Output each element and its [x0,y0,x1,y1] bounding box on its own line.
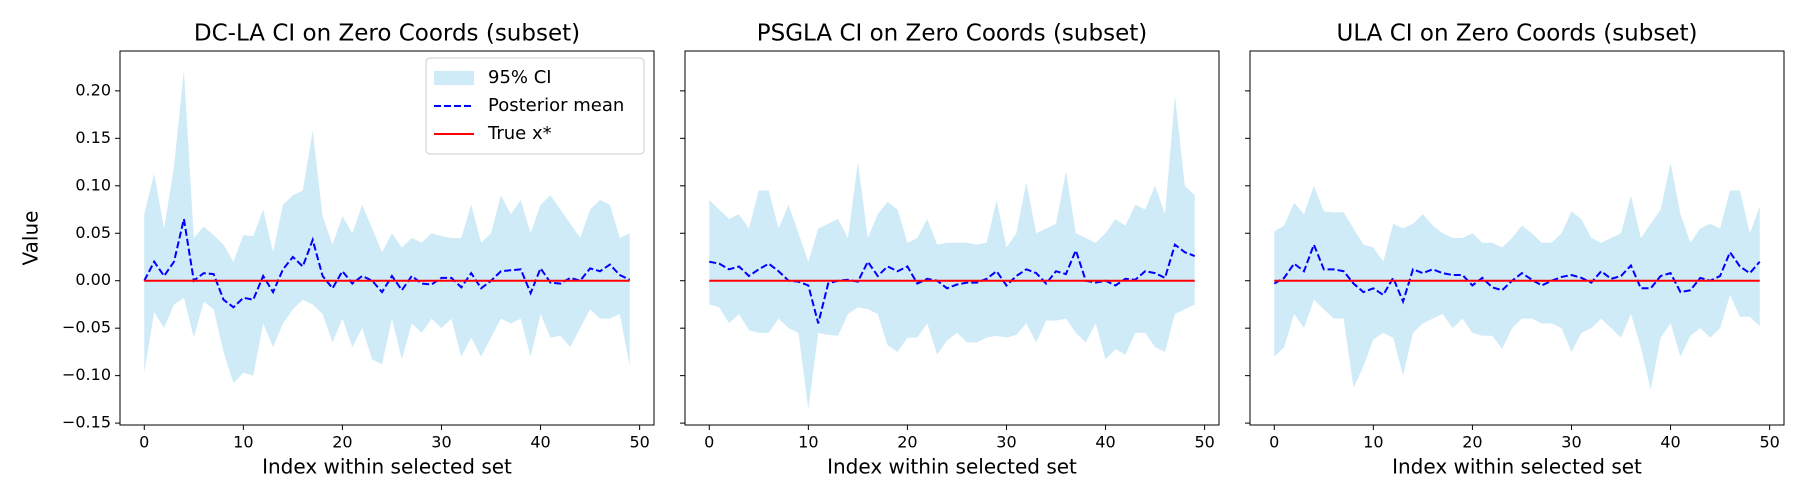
x-tick-label: 20 [897,433,917,452]
x-tick-label: 50 [1194,433,1214,452]
legend-label: Posterior mean [488,95,624,116]
axes-frame [119,50,655,426]
subplot: 0 10 20 30 40 50 −0.15 −0.10 −0.05 0.00 0.05 0.10 0.… [19,21,655,479]
legend-box [425,57,645,155]
legend-label: 95% CI [488,67,552,88]
y-tick-label: 0.05 [75,223,111,242]
ci-band [709,95,1195,409]
y-tick-label: −0.10 [62,365,111,384]
x-tick-label: 10 [798,433,818,452]
x-tick-label: 0 [139,433,149,452]
x-tick-label: 10 [1363,433,1383,452]
x-axis-label: Index within selected set [1392,455,1642,479]
x-tick-label: 40 [530,433,550,452]
legend-swatch [434,71,474,85]
x-tick-label: 50 [629,433,649,452]
y-tick-label: −0.15 [62,413,111,432]
x-tick-label: 0 [704,433,714,452]
x-tick-label: 10 [233,433,253,452]
x-tick-label: 30 [431,433,451,452]
axes-frame [1249,50,1785,426]
x-tick-label: 50 [1759,433,1779,452]
subplot: 0 10 20 30 40 50 PSGLA CI on Zero Coords (subs… [680,21,1220,479]
legend: 95% CI Posterior mean True x* [425,57,645,155]
x-tick-label: 30 [996,433,1016,452]
mean-line [1273,241,1761,305]
chart-title: DC-LA CI on Zero Coords (subset) [194,21,580,47]
y-tick-label: −0.05 [62,318,111,337]
chart-title: PSGLA CI on Zero Coords (subset) [757,21,1147,47]
x-tick-label: 20 [1462,433,1482,452]
y-axis-label: Value [19,211,43,266]
subplot: 0 10 20 30 40 50 ULA CI on Zero Coords (subset… [1245,21,1785,479]
y-tick-label: 0.15 [75,128,111,147]
chart-title: ULA CI on Zero Coords (subset) [1337,21,1698,47]
ci-band [1274,163,1760,390]
y-tick-label: 0.10 [75,175,111,194]
legend-label: True x* [487,123,552,144]
ci-band [144,69,630,384]
x-axis-label: Index within selected set [262,455,512,479]
x-tick-label: 20 [332,433,352,452]
x-tick-label: 40 [1660,433,1680,452]
x-tick-label: 30 [1561,433,1581,452]
axes-frame [684,50,1220,426]
x-tick-label: 40 [1095,433,1115,452]
y-tick-label: 0.00 [75,270,111,289]
x-axis-label: Index within selected set [827,455,1077,479]
x-tick-label: 0 [1269,433,1279,452]
y-tick-label: 0.20 [75,80,111,99]
